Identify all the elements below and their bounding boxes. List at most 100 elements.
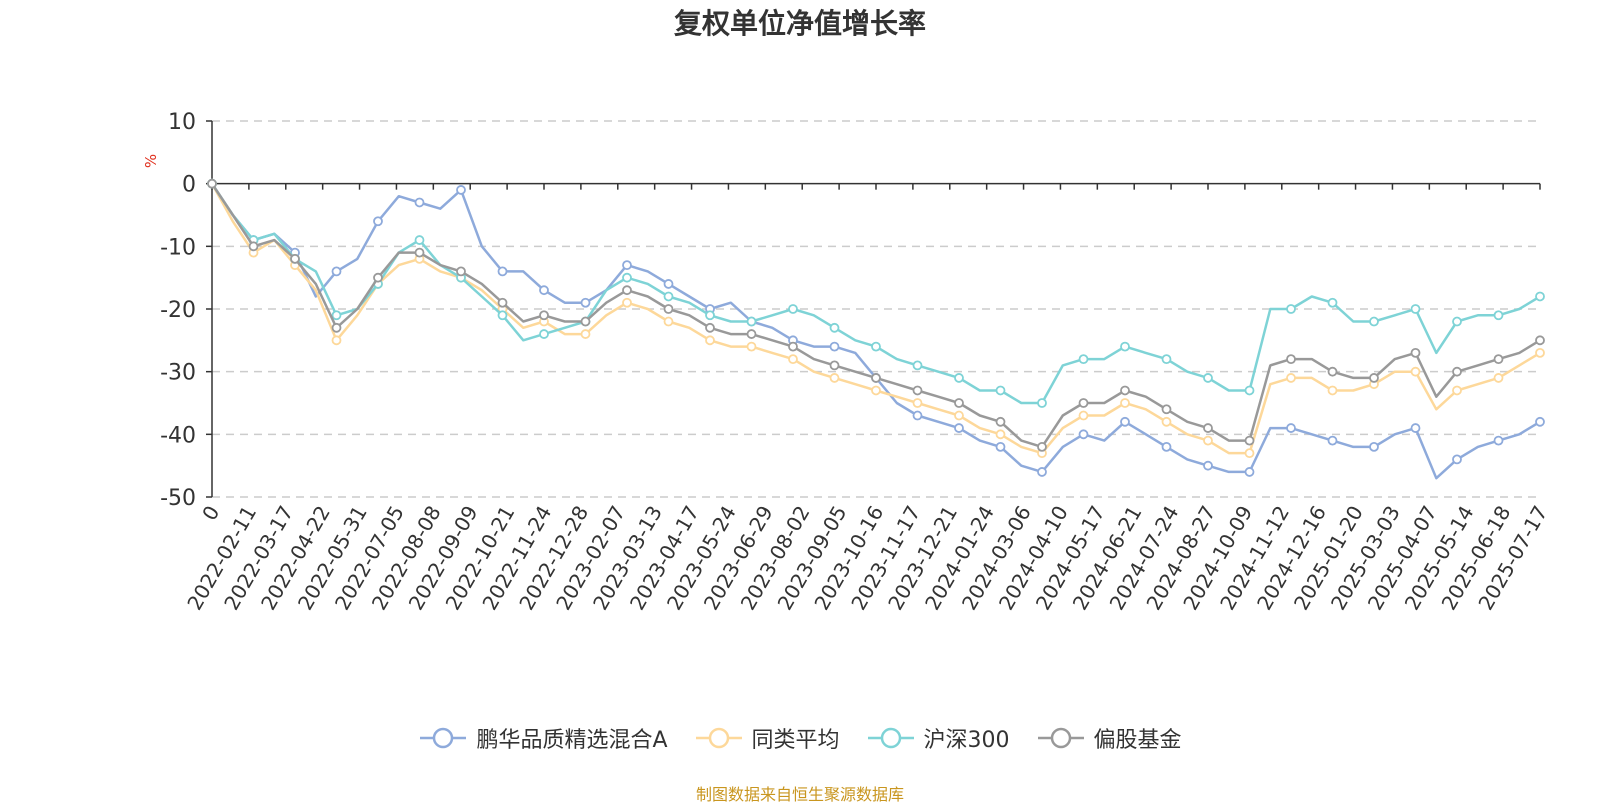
data-point (1244, 448, 1255, 459)
data-point (1286, 373, 1296, 383)
data-point (1037, 398, 1047, 408)
y-tick-label: 10 (168, 110, 196, 135)
data-point (1410, 366, 1421, 377)
data-point (414, 235, 425, 245)
data-point (705, 322, 715, 333)
data-point (456, 266, 466, 277)
data-point (1410, 304, 1421, 314)
data-point (248, 241, 259, 252)
data-point (414, 197, 425, 208)
data-point (497, 266, 508, 277)
y-tick-label: -30 (160, 361, 196, 386)
data-point (663, 279, 674, 289)
data-point (1037, 467, 1047, 477)
data-point (954, 410, 964, 421)
data-point (331, 322, 342, 333)
data-point (539, 329, 549, 339)
data-point (954, 398, 964, 408)
data-point (1078, 354, 1089, 365)
data-point (1203, 460, 1213, 471)
data-point (373, 216, 383, 227)
data-point (1120, 341, 1130, 352)
data-point (1286, 304, 1296, 314)
data-point (1161, 404, 1172, 415)
data-point (1161, 416, 1172, 427)
legend-item[interactable]: 同类平均 (694, 722, 840, 754)
data-point (331, 335, 342, 346)
tick-labels: 100-10-20-30-40-5002022-02-112022-03-172… (160, 110, 1552, 614)
data-point (1327, 366, 1338, 377)
data-point (1327, 297, 1338, 308)
data-point (1410, 347, 1421, 358)
data-point (456, 185, 466, 195)
legend: 鹏华品质精选混合A 同类平均 沪深300 偏股基金 (0, 722, 1600, 754)
data-point (1535, 347, 1545, 358)
data-point (705, 335, 715, 346)
legend-label: 偏股基金 (1093, 728, 1182, 753)
grid-lines (212, 120, 1540, 498)
y-axis-unit: % (142, 153, 161, 169)
data-point (663, 316, 674, 327)
data-point (1078, 410, 1089, 421)
data-point (788, 341, 798, 352)
data-point (663, 291, 674, 302)
data-point (497, 310, 508, 321)
data-point (995, 385, 1006, 396)
data-point (1161, 354, 1172, 365)
data-point (912, 360, 923, 371)
data-point (1369, 373, 1379, 383)
data-point (746, 341, 757, 352)
data-point (995, 429, 1006, 440)
series-line (210, 183, 1541, 405)
data-point (871, 385, 881, 396)
data-point (539, 285, 549, 296)
data-point (1493, 373, 1504, 383)
data-point (995, 441, 1006, 452)
data-point (788, 354, 798, 365)
data-point (1452, 366, 1462, 377)
data-point (1120, 398, 1130, 408)
data-point (829, 360, 840, 371)
data-point (331, 310, 342, 321)
legend-marker-icon (867, 727, 914, 749)
data-point (1203, 373, 1213, 383)
legend-marker-icon (1037, 727, 1084, 749)
series-line (210, 183, 1541, 449)
data-point (1286, 423, 1296, 433)
data-point (290, 253, 300, 264)
data-point (1244, 435, 1255, 446)
data-point (580, 316, 591, 327)
data-point (1535, 416, 1545, 427)
y-tick-label: -50 (160, 486, 196, 511)
data-point (1244, 467, 1255, 477)
legend-item[interactable]: 沪深300 (866, 722, 1010, 754)
data-point (788, 304, 798, 314)
series-lines (207, 178, 1545, 480)
data-point (912, 385, 923, 396)
x-tick-label: 0 (197, 502, 224, 525)
legend-item[interactable]: 偏股基金 (1036, 722, 1182, 754)
data-point (1369, 441, 1379, 452)
y-tick-label: -10 (160, 235, 196, 260)
data-point (912, 410, 923, 421)
data-point (622, 285, 632, 296)
data-point (746, 316, 757, 327)
data-point (1493, 354, 1504, 365)
legend-label: 同类平均 (751, 728, 840, 753)
data-point (1535, 335, 1545, 346)
legend-item[interactable]: 鹏华品质精选混合A (418, 722, 668, 754)
data-point (1286, 354, 1296, 365)
data-point (580, 297, 591, 308)
chart-title: 复权单位净值增长率 (673, 7, 926, 40)
data-point (995, 416, 1006, 427)
data-point (539, 310, 549, 321)
data-point (207, 178, 217, 189)
data-point (1078, 429, 1089, 440)
data-point (1203, 435, 1213, 446)
data-point (1493, 435, 1504, 446)
data-point (1327, 385, 1338, 396)
data-point (829, 341, 840, 352)
data-point (1203, 423, 1213, 433)
data-point (954, 423, 964, 433)
